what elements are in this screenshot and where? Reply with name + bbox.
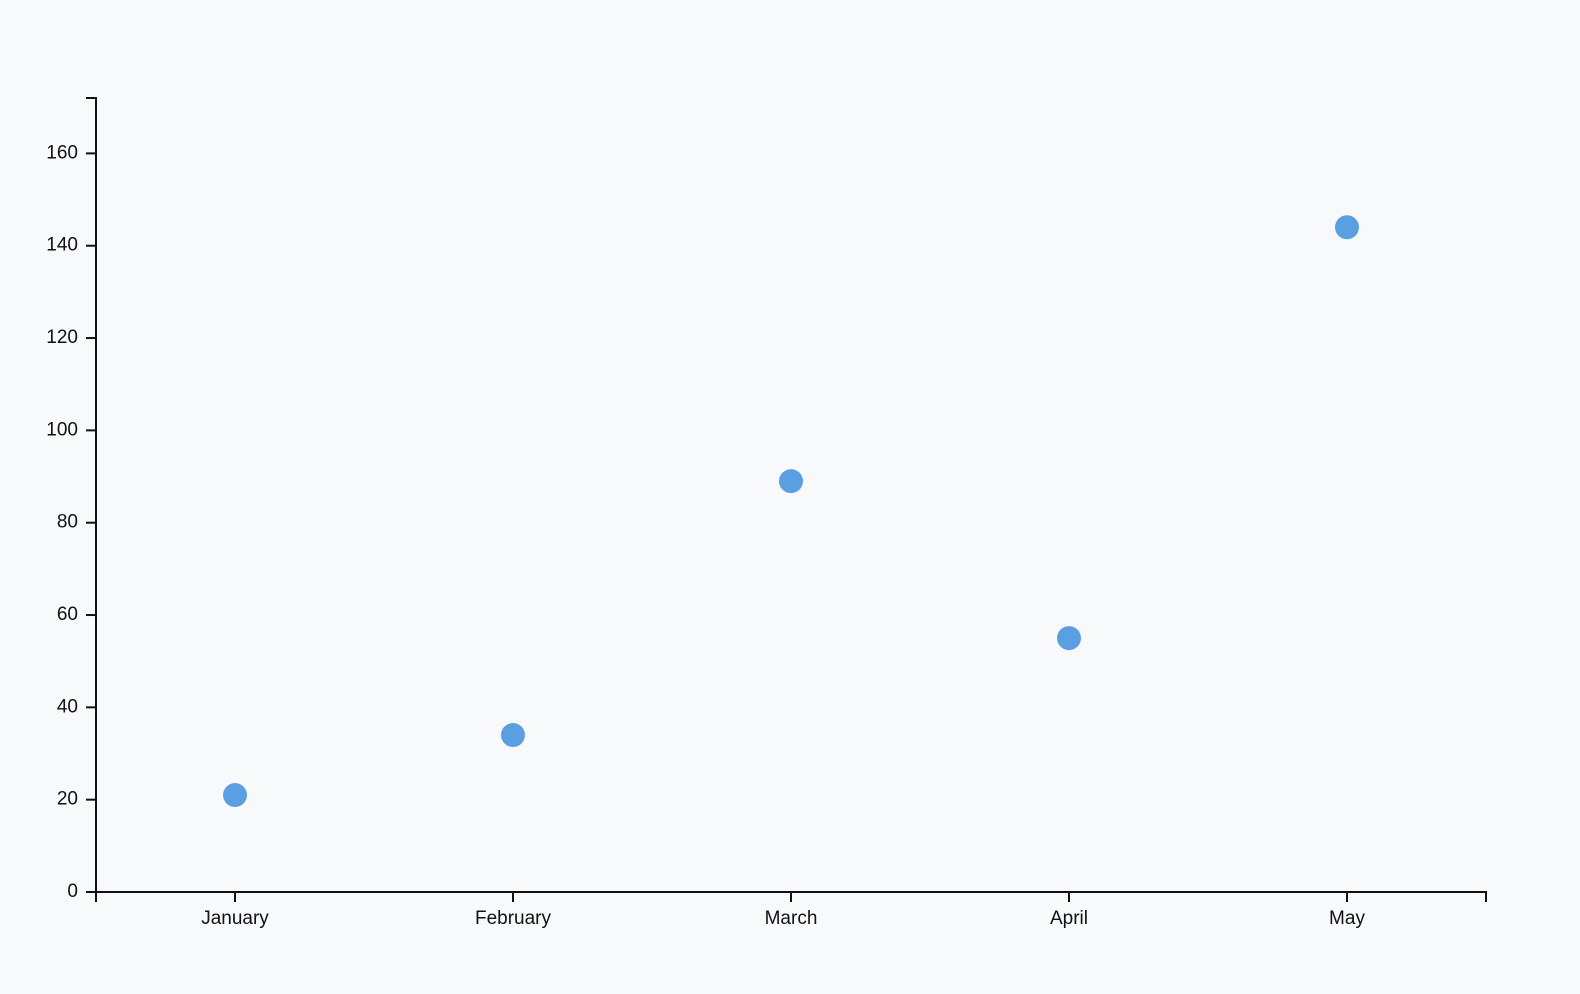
x-tick-label: January	[201, 908, 269, 929]
y-tick-label: 40	[57, 696, 78, 717]
x-tick-label: February	[475, 908, 552, 929]
x-tick-label: March	[765, 908, 818, 929]
x-tick-label: April	[1050, 908, 1088, 929]
y-axis-line	[86, 97, 97, 892]
x-tick-label: May	[1329, 908, 1365, 929]
y-axis: 0 20 40 60 80 100 120 140 160	[46, 97, 97, 902]
data-point	[1057, 626, 1081, 651]
y-tick-label: 0	[67, 881, 78, 902]
y-tick-label: 120	[46, 327, 78, 348]
y-tick-label: 100	[46, 419, 78, 440]
data-point	[1335, 215, 1359, 240]
data-point	[501, 723, 525, 748]
y-tick-label: 140	[46, 235, 78, 256]
x-axis: January February March April May	[95, 891, 1487, 929]
y-tick-label: 80	[57, 512, 78, 533]
y-tick-label: 20	[57, 789, 78, 810]
y-tick-label: 60	[57, 604, 78, 625]
data-point	[779, 469, 803, 494]
data-point	[223, 783, 247, 808]
y-tick-label: 160	[46, 142, 78, 163]
data-points	[223, 215, 1359, 808]
